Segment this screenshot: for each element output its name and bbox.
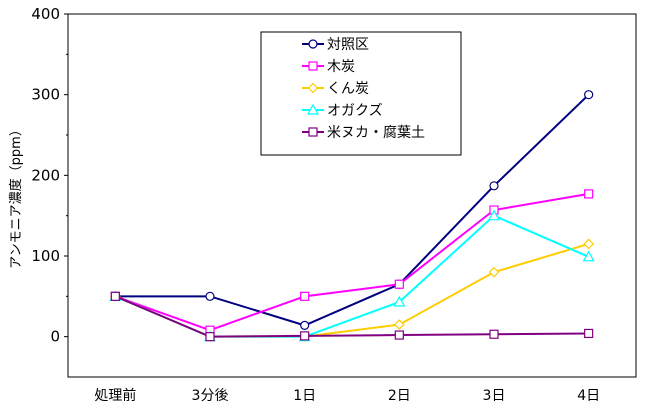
series-line (115, 93, 590, 327)
data-point (300, 331, 310, 341)
legend-marker (308, 39, 318, 49)
data-point (393, 295, 406, 307)
series-5 (110, 291, 594, 342)
data-point (584, 189, 594, 199)
data-point (393, 319, 405, 330)
data-point (584, 328, 594, 339)
y-tick-label: 100 (31, 247, 60, 265)
legend-marker (306, 103, 320, 115)
data-point (300, 291, 310, 301)
x-tick-label: 3日 (483, 388, 506, 404)
data-point (489, 329, 499, 339)
legend-label: 木炭 (327, 59, 355, 75)
data-point (488, 266, 500, 278)
data-point (300, 320, 310, 330)
data-point (487, 209, 501, 221)
legend-entry: オガクズ (302, 103, 383, 119)
x-tick-label: 3分後 (192, 388, 229, 404)
data-point (394, 279, 404, 289)
x-tick-label: 1日 (293, 388, 316, 404)
y-tick-label: 300 (31, 86, 60, 104)
y-axis: 0 100 200 300 400 (31, 5, 68, 346)
x-tick-label: 2日 (388, 388, 411, 404)
data-point (205, 332, 215, 342)
legend-label: 対照区 (327, 37, 369, 53)
x-tick-label: 処理前 (94, 387, 136, 404)
data-point (582, 250, 595, 262)
legend-label: オガクズ (327, 103, 383, 119)
data-point (583, 238, 595, 250)
legend-box (260, 31, 462, 156)
legend-marker (307, 82, 319, 94)
legend-marker (308, 61, 318, 71)
legend-entry: 木炭 (302, 59, 355, 75)
legend-label: 米ヌカ・腐葉土 (327, 124, 425, 141)
legend-entry: くん炭 (302, 81, 369, 97)
y-tick-label: 0 (50, 328, 60, 346)
y-axis-label: アンモニア濃度（ppm） (8, 123, 24, 269)
x-tick-label: 4日 (577, 388, 600, 404)
series-layer (109, 90, 595, 343)
series-line (114, 295, 589, 338)
y-tick-label: 200 (31, 166, 60, 184)
legend-marker (308, 127, 318, 137)
data-point (205, 291, 215, 301)
legend-label: くん炭 (327, 81, 369, 97)
data-point (489, 181, 499, 191)
legend-entry: 米ヌカ・腐葉土 (302, 124, 425, 141)
data-point (394, 330, 404, 340)
data-point (584, 90, 594, 100)
y-tick-label: 400 (31, 5, 60, 23)
legend-entry: 対照区 (302, 37, 369, 53)
series-line (114, 192, 589, 332)
data-point (110, 291, 120, 301)
x-axis: 処理前 3分後 1日 2日 3日 4日 (94, 387, 600, 404)
